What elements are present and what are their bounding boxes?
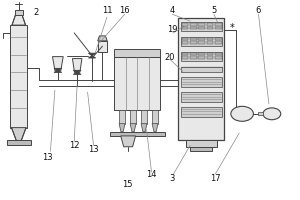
Bar xyxy=(181,77,222,87)
Text: 17: 17 xyxy=(210,174,221,183)
Bar xyxy=(190,23,197,26)
Bar xyxy=(152,110,158,124)
Polygon shape xyxy=(11,128,26,140)
Bar xyxy=(181,107,222,117)
Polygon shape xyxy=(98,36,107,41)
Bar xyxy=(141,110,147,124)
Bar xyxy=(190,38,197,40)
Text: 6: 6 xyxy=(256,6,261,15)
Bar xyxy=(190,56,197,59)
Polygon shape xyxy=(12,15,26,25)
Bar xyxy=(190,53,197,55)
Bar xyxy=(182,23,188,26)
Bar xyxy=(207,27,213,29)
Bar xyxy=(181,67,222,72)
Polygon shape xyxy=(54,68,62,70)
Bar xyxy=(198,56,205,59)
Bar xyxy=(190,41,197,44)
Polygon shape xyxy=(152,124,158,132)
Polygon shape xyxy=(141,124,147,132)
Bar xyxy=(181,92,222,102)
Bar xyxy=(258,112,263,115)
Bar xyxy=(10,25,27,128)
Bar xyxy=(186,140,217,147)
Bar xyxy=(181,52,222,61)
Text: 20: 20 xyxy=(164,53,175,62)
Bar xyxy=(178,18,224,140)
Polygon shape xyxy=(88,56,96,58)
Polygon shape xyxy=(54,70,62,72)
Bar xyxy=(207,23,213,26)
Bar xyxy=(114,57,160,110)
Bar xyxy=(190,147,212,151)
Bar xyxy=(182,53,188,55)
Polygon shape xyxy=(73,72,81,74)
Bar xyxy=(7,140,31,145)
Bar xyxy=(207,38,213,40)
Polygon shape xyxy=(72,59,82,72)
Bar xyxy=(98,41,107,52)
Text: 4: 4 xyxy=(170,6,175,15)
Circle shape xyxy=(231,106,254,121)
Text: 5: 5 xyxy=(211,6,217,15)
Bar xyxy=(119,110,125,124)
Bar xyxy=(181,22,222,31)
Bar xyxy=(114,49,160,57)
Text: 16: 16 xyxy=(119,6,130,15)
Bar xyxy=(181,37,222,46)
Polygon shape xyxy=(119,124,125,132)
Bar xyxy=(182,38,188,40)
Polygon shape xyxy=(73,70,81,72)
Bar xyxy=(207,53,213,55)
Bar xyxy=(130,110,136,124)
Bar xyxy=(198,27,205,29)
Bar xyxy=(182,56,188,59)
Bar xyxy=(190,27,197,29)
Polygon shape xyxy=(52,57,63,70)
Bar xyxy=(215,38,222,40)
Bar xyxy=(198,53,205,55)
Bar xyxy=(182,27,188,29)
Text: 12: 12 xyxy=(69,141,80,150)
Text: 3: 3 xyxy=(169,174,175,183)
Text: 15: 15 xyxy=(122,180,133,189)
Bar xyxy=(215,41,222,44)
Polygon shape xyxy=(130,124,136,132)
Bar xyxy=(207,41,213,44)
Text: 14: 14 xyxy=(146,170,157,179)
Text: 19: 19 xyxy=(167,25,178,34)
Text: 13: 13 xyxy=(42,153,53,162)
Bar xyxy=(215,53,222,55)
Bar xyxy=(14,10,23,15)
Bar xyxy=(215,23,222,26)
Bar xyxy=(198,23,205,26)
Bar xyxy=(215,27,222,29)
Text: 13: 13 xyxy=(88,145,99,154)
Bar xyxy=(198,41,205,44)
Circle shape xyxy=(263,108,281,120)
Bar xyxy=(207,56,213,59)
Bar xyxy=(182,41,188,44)
Text: 11: 11 xyxy=(102,6,112,15)
Bar xyxy=(198,38,205,40)
Bar xyxy=(110,132,165,136)
Polygon shape xyxy=(121,136,136,147)
Bar xyxy=(215,56,222,59)
Text: 2: 2 xyxy=(33,8,38,17)
Polygon shape xyxy=(88,53,96,56)
Text: *: * xyxy=(230,23,234,33)
